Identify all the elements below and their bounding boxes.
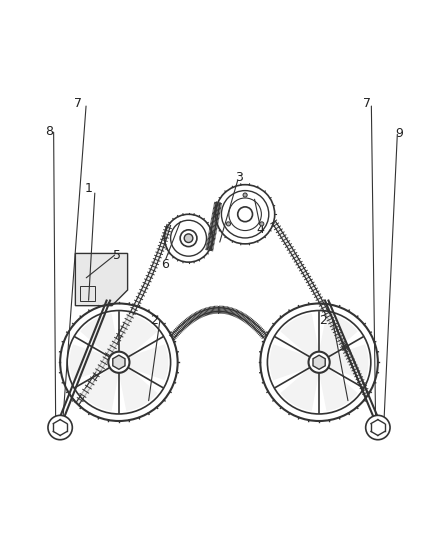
Circle shape bbox=[366, 415, 390, 440]
Bar bbox=[80, 286, 95, 301]
Text: 7: 7 bbox=[74, 97, 81, 110]
Polygon shape bbox=[319, 368, 358, 411]
Polygon shape bbox=[113, 355, 125, 369]
Polygon shape bbox=[75, 254, 127, 305]
Circle shape bbox=[238, 207, 253, 222]
Polygon shape bbox=[313, 355, 325, 369]
Circle shape bbox=[226, 222, 230, 226]
Text: 4: 4 bbox=[256, 223, 264, 236]
Text: 5: 5 bbox=[113, 249, 121, 262]
Polygon shape bbox=[119, 368, 158, 411]
Text: 1: 1 bbox=[85, 182, 92, 195]
Text: 7: 7 bbox=[363, 97, 371, 110]
Polygon shape bbox=[328, 344, 368, 380]
Polygon shape bbox=[128, 344, 168, 380]
Circle shape bbox=[108, 352, 130, 373]
Polygon shape bbox=[280, 368, 319, 411]
Circle shape bbox=[180, 230, 197, 247]
Text: 3: 3 bbox=[235, 171, 243, 184]
Polygon shape bbox=[80, 368, 119, 411]
Text: 8: 8 bbox=[45, 125, 53, 138]
Text: 6: 6 bbox=[161, 258, 169, 271]
Polygon shape bbox=[70, 344, 110, 380]
Circle shape bbox=[48, 415, 72, 440]
Text: 2: 2 bbox=[319, 314, 327, 327]
Polygon shape bbox=[319, 313, 358, 357]
Polygon shape bbox=[280, 313, 319, 357]
Polygon shape bbox=[119, 313, 158, 357]
Polygon shape bbox=[270, 344, 310, 380]
Text: 2: 2 bbox=[150, 314, 158, 327]
Text: 9: 9 bbox=[396, 127, 403, 140]
Circle shape bbox=[243, 193, 247, 197]
Circle shape bbox=[184, 234, 193, 243]
Circle shape bbox=[260, 222, 264, 226]
Circle shape bbox=[308, 352, 330, 373]
Polygon shape bbox=[80, 313, 119, 357]
